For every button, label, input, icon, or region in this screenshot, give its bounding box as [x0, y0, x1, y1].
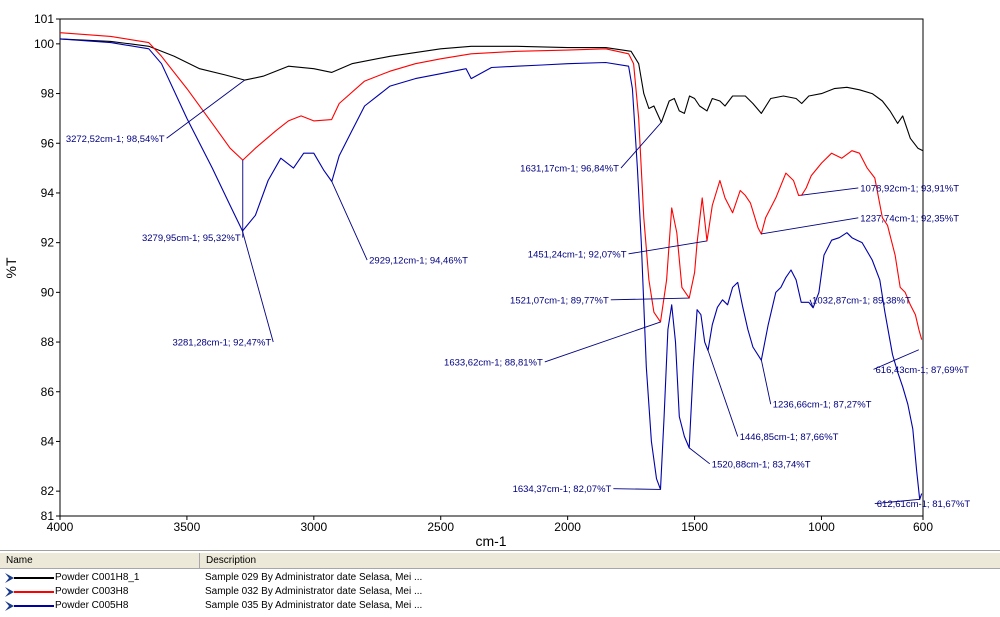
x-tick-label: 600	[913, 520, 933, 534]
y-tick-label: 100	[34, 37, 54, 51]
series-legend-table: Name Description Powder C001H8_1 Sample …	[0, 550, 1000, 617]
y-tick-label: 86	[41, 385, 55, 399]
peak-label: 1521,07cm-1; 89,77%T	[510, 295, 609, 306]
y-tick-label: 81	[41, 509, 55, 523]
peak-label: 1631,17cm-1; 96,84%T	[520, 164, 619, 175]
peak-label: 1446,85cm-1; 87,66%T	[740, 432, 839, 443]
peak-label: 3272,52cm-1; 98,54%T	[66, 134, 165, 145]
column-header-name[interactable]: Name	[0, 553, 200, 568]
legend-swatch	[14, 577, 54, 579]
peak-label: 1451,24cm-1; 92,07%T	[528, 249, 627, 260]
peak-label: 1032,87cm-1; 89,38%T	[812, 295, 911, 306]
legend-series-name: Powder C005H8	[55, 599, 128, 613]
y-tick-label: 92	[41, 236, 55, 250]
peak-label: 2929,12cm-1; 94,46%T	[369, 256, 468, 267]
legend-row-c005h8[interactable]: Powder C005H8 Sample 035 By Administrato…	[0, 599, 1000, 613]
legend-series-name: Powder C003H8	[55, 585, 128, 599]
legend-series-description: Sample 032 By Administrator date Selasa,…	[205, 585, 422, 599]
x-tick-label: 1500	[681, 520, 708, 534]
peak-label: 1236,66cm-1; 87,27%T	[773, 400, 872, 411]
legend-header-row: Name Description	[0, 553, 1000, 569]
y-axis-title: %T	[3, 257, 19, 278]
y-tick-label: 96	[41, 136, 55, 150]
legend-row-c003h8[interactable]: Powder C003H8 Sample 032 By Administrato…	[0, 585, 1000, 599]
y-tick-label: 82	[41, 484, 55, 498]
legend-series-description: Sample 029 By Administrator date Selasa,…	[205, 571, 422, 585]
legend-swatch	[14, 591, 54, 593]
peak-label: 1520,88cm-1; 83,74%T	[712, 459, 811, 470]
peak-label: 612,61cm-1; 81,67%T	[877, 499, 971, 510]
x-tick-label: 3000	[300, 520, 327, 534]
peak-label: 3279,95cm-1; 95,32%T	[142, 233, 241, 244]
y-tick-label: 88	[41, 335, 55, 349]
y-tick-label: 101	[34, 12, 54, 26]
legend-row-c001h8[interactable]: Powder C001H8_1 Sample 029 By Administra…	[0, 571, 1000, 585]
x-tick-label: 2000	[554, 520, 581, 534]
peak-label: 1078,92cm-1; 93,91%T	[860, 183, 959, 194]
peak-label: 616,43cm-1; 87,69%T	[876, 365, 970, 376]
legend-series-name: Powder C001H8_1	[55, 571, 140, 585]
x-tick-label: 3500	[174, 520, 201, 534]
legend-series-description: Sample 035 By Administrator date Selasa,…	[205, 599, 422, 613]
peak-label: 1633,62cm-1; 88,81%T	[444, 357, 543, 368]
x-axis-title: cm-1	[475, 533, 506, 548]
y-tick-label: 98	[41, 87, 55, 101]
x-tick-label: 2500	[427, 520, 454, 534]
peak-label: 1237,74cm-1; 92,35%T	[860, 213, 959, 224]
y-tick-label: 84	[41, 434, 55, 448]
column-header-description[interactable]: Description	[200, 553, 1000, 568]
peak-label: 1634,37cm-1; 82,07%T	[513, 484, 612, 495]
y-tick-label: 90	[41, 285, 55, 299]
peak-label: 3281,28cm-1; 92,47%T	[172, 338, 271, 349]
y-tick-label: 94	[41, 186, 55, 200]
x-tick-label: 1000	[808, 520, 835, 534]
legend-swatch	[14, 605, 54, 607]
